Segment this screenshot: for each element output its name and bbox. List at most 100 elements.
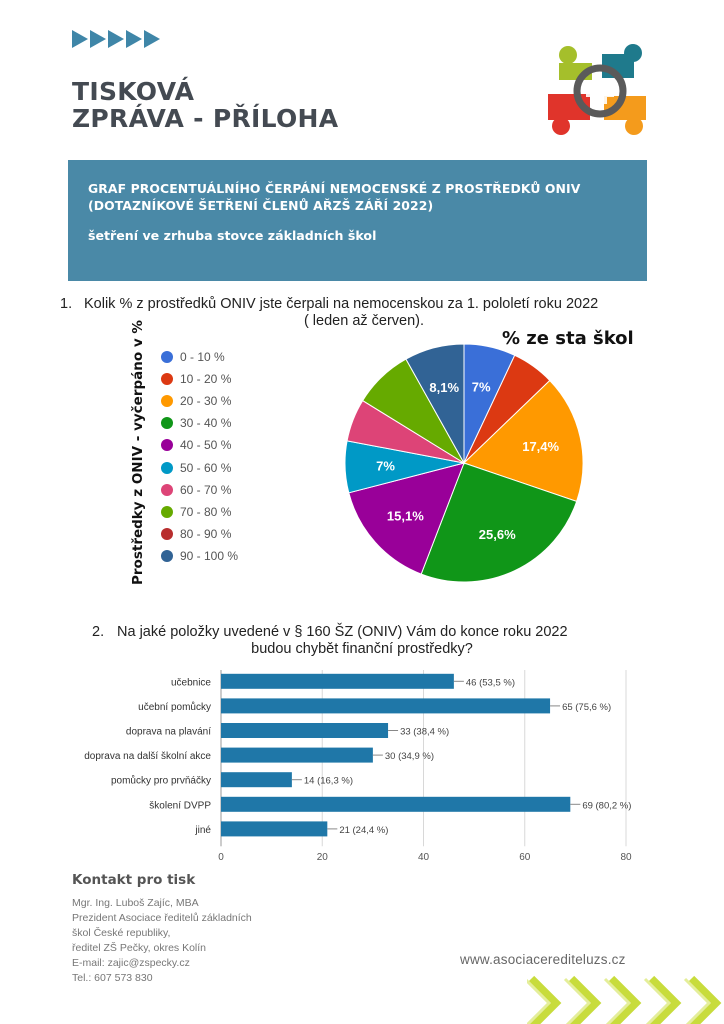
category-label: pomůcky pro prvňáčky (111, 775, 211, 787)
question-1-line-1: Kolik % z prostředků ONIV jste čerpali n… (84, 296, 599, 312)
bar-data-label: 30 (34,9 %) (385, 751, 434, 762)
bar (221, 772, 292, 788)
legend-item: 60 - 70 % (161, 479, 238, 501)
legend-label: 20 - 30 % (180, 394, 232, 409)
category-label: doprava na další školní akce (84, 751, 211, 762)
arrow-right-icon (144, 30, 160, 48)
legend-swatch (161, 505, 173, 518)
banner-line-1: GRAF PROCENTUÁLNÍHO ČERPÁNÍ NEMOCENSKÉ Z… (88, 181, 581, 196)
bar (221, 747, 373, 763)
banner-heading: GRAF PROCENTUÁLNÍHO ČERPÁNÍ NEMOCENSKÉ Z… (88, 180, 627, 214)
legend-label: 80 - 90 % (180, 526, 232, 541)
chevron-decoration-icon (527, 975, 722, 1024)
legend-label: 70 - 80 % (180, 504, 232, 519)
contact-block: Kontakt pro tisk Mgr. Ing. Luboš Zajíc, … (72, 872, 252, 986)
legend-item: 40 - 50 % (161, 434, 238, 456)
header-arrows-icon (72, 30, 160, 48)
legend-swatch (161, 395, 173, 408)
arrow-right-icon (72, 30, 88, 48)
bar-data-label: 65 (75,6 %) (562, 702, 611, 713)
category-label: školení DVPP (149, 800, 211, 811)
legend-swatch (161, 351, 173, 364)
legend-item: 30 - 40 % (161, 412, 238, 434)
legend-item: 20 - 30 % (161, 390, 238, 412)
legend-label: 40 - 50 % (180, 438, 232, 453)
legend-label: 90 - 100 % (180, 548, 239, 563)
question-2-line-2: budou chybět finanční prostředky? (251, 641, 473, 657)
bar-data-label: 46 (53,5 %) (466, 677, 515, 688)
legend-swatch (161, 527, 173, 540)
category-label: učební pomůcky (138, 701, 211, 713)
title-line-2: ZPRÁVA - PŘÍLOHA (72, 104, 339, 133)
bar (221, 821, 328, 837)
legend-swatch (161, 417, 173, 430)
question-1-number: 1. (60, 296, 73, 312)
contact-email[interactable]: E-mail: zajic@zspecky.cz (72, 957, 190, 969)
pie-data-label: 15,1% (387, 508, 424, 523)
legend-item: 0 - 10 % (161, 346, 238, 368)
banner-line-2: (DOTAZNÍKOVÉ ŠETŘENÍ ČLENŮ AŘZŠ ZÁŘÍ 202… (88, 198, 434, 213)
category-label: doprava na plavání (126, 727, 211, 738)
x-tick-label: 20 (317, 852, 329, 863)
question-1: 1. Kolik % z prostředků ONIV jste čerpal… (60, 296, 644, 330)
contact-title: Kontakt pro tisk (72, 872, 196, 888)
category-label: učebnice (171, 677, 211, 688)
contact-line: ředitel ZŠ Pečky, okres Kolín (72, 942, 207, 954)
arrow-right-icon (90, 30, 106, 48)
legend-item: 70 - 80 % (161, 501, 238, 523)
pie-slice (463, 379, 584, 503)
legend-label: 60 - 70 % (180, 482, 232, 497)
bar (221, 698, 551, 714)
legend-swatch (161, 373, 173, 386)
legend-label: 50 - 60 % (180, 460, 232, 475)
legend-swatch (161, 461, 173, 474)
bar-data-label: 69 (80,2 %) (582, 800, 631, 811)
legend-swatch (161, 483, 173, 496)
legend-label: 10 - 20 % (180, 372, 232, 387)
pie-data-label: 17,4% (522, 439, 559, 454)
question-1-line-2: ( leden až červen). (303, 313, 425, 329)
legend-label: 30 - 40 % (180, 416, 232, 431)
x-tick-label: 60 (519, 852, 531, 863)
legend-item: 80 - 90 % (161, 523, 238, 545)
website-link[interactable]: www.asociacerediteluzs.cz (460, 952, 626, 967)
question-2-line-1: Na jaké položky uvedené v § 160 ŠZ (ONIV… (117, 624, 568, 640)
contact-line: škol České republiky, (72, 927, 171, 939)
pie-data-label: 8,1% (429, 380, 459, 395)
bar-data-label: 33 (38,4 %) (400, 727, 449, 738)
bar (221, 673, 454, 689)
category-label: jiné (194, 825, 211, 836)
page-title: TISKOVÁ ZPRÁVA - PŘÍLOHA (72, 78, 338, 132)
bar-data-label: 21 (24,4 %) (339, 825, 388, 836)
title-line-1: TISKOVÁ (72, 77, 195, 106)
arrow-right-icon (108, 30, 124, 48)
legend-label: 0 - 10 % (180, 350, 225, 365)
legend-item: 50 - 60 % (161, 456, 238, 478)
legend-item: 90 - 100 % (161, 545, 238, 567)
pie-data-label: 25,6% (479, 527, 516, 542)
legend-swatch (161, 549, 173, 562)
pie-data-label: 7% (472, 379, 491, 394)
info-banner: GRAF PROCENTUÁLNÍHO ČERPÁNÍ NEMOCENSKÉ Z… (68, 160, 647, 281)
bar-data-label: 14 (16,3 %) (304, 776, 353, 787)
pie-slice (348, 462, 465, 575)
bar-chart: 0 20 40 60 80 učebnice 46 (53,5 %) učební pomůc… (84, 670, 632, 863)
pie-chart-title: % ze sta škol (502, 328, 634, 349)
pie-legend: 0 - 10 % 10 - 20 % 20 - 30 % 30 - 40 % 40 - … (161, 346, 238, 567)
x-tick-label: 0 (218, 852, 224, 863)
bar (221, 723, 389, 738)
contact-line: Prezident Asociace ředitelů základních (72, 912, 252, 924)
legend-swatch (161, 439, 173, 452)
x-tick-label: 40 (418, 852, 430, 863)
association-logo (548, 44, 646, 135)
contact-line: Mgr. Ing. Luboš Zajíc, MBA (72, 897, 199, 909)
banner-subheading: šetření ve zrhuba stovce základních škol (88, 228, 377, 243)
pie-data-label: 7% (376, 459, 395, 474)
contact-phone: Tel.: 607 573 830 (72, 972, 153, 984)
arrow-right-icon (126, 30, 142, 48)
question-2-number: 2. (92, 624, 105, 640)
pie-chart: 7% 17,4% 25,6% 15,1% 7% 8,1% (344, 343, 584, 583)
pie-slice (405, 343, 465, 465)
legend-item: 10 - 20 % (161, 368, 238, 390)
bar (221, 796, 571, 812)
